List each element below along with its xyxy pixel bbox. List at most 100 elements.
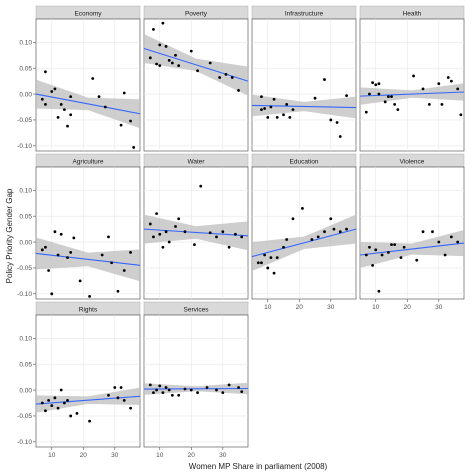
data-point [107, 393, 110, 397]
data-point [316, 235, 320, 239]
data-point [269, 256, 273, 259]
data-point [368, 92, 371, 96]
data-point [393, 103, 397, 106]
data-point [335, 121, 339, 124]
x-tick-label: 20 [404, 304, 412, 311]
data-point [69, 414, 73, 418]
data-point [193, 243, 196, 247]
data-point [437, 82, 441, 86]
y-tick-label: 0.05 [19, 361, 32, 368]
data-point [240, 390, 244, 394]
data-point [377, 289, 381, 293]
facet-strip-label: Violence [400, 158, 425, 165]
data-point [53, 87, 57, 91]
data-point [431, 230, 434, 234]
data-point [282, 113, 285, 117]
data-point [374, 248, 378, 252]
data-point [275, 115, 279, 119]
y-tick-label: 0.00 [19, 387, 32, 394]
data-point [237, 386, 240, 389]
data-point [69, 251, 73, 254]
data-point [164, 230, 168, 234]
data-point [119, 386, 123, 389]
data-point [47, 399, 51, 402]
data-point [75, 411, 79, 415]
data-point [44, 70, 47, 74]
data-point [177, 393, 181, 397]
data-point [53, 230, 57, 234]
data-point [332, 227, 336, 231]
data-point [40, 248, 44, 252]
data-point [364, 110, 368, 114]
data-point [148, 56, 152, 60]
y-tick-label: 0.10 [19, 336, 32, 343]
data-point [113, 386, 117, 389]
x-tick-label: 20 [80, 452, 88, 459]
data-point [122, 91, 126, 95]
data-point [266, 266, 270, 270]
data-point [368, 245, 371, 249]
data-point [40, 97, 44, 101]
data-point [164, 45, 168, 48]
data-point [158, 384, 162, 388]
data-point [155, 388, 159, 392]
data-point [377, 82, 381, 86]
data-point [323, 230, 326, 234]
y-tick-label: 0.05 [19, 65, 32, 72]
x-tick-label: 10 [48, 452, 56, 459]
data-point [183, 387, 187, 391]
data-point [291, 108, 295, 111]
panel-plot-area [251, 18, 357, 152]
x-tick-label: 10 [372, 304, 380, 311]
data-point [152, 391, 155, 395]
y-axis-title: Policy Priority Gender Gap [5, 188, 14, 283]
facet-strip-label: Services [184, 306, 210, 313]
data-point [421, 230, 425, 234]
data-point [107, 235, 110, 239]
data-point [158, 64, 162, 67]
facet-strip-label: Poverty [185, 10, 208, 17]
panel-plot-area [359, 18, 465, 152]
data-point [208, 61, 212, 65]
data-point [47, 269, 51, 272]
data-point [152, 27, 155, 31]
data-point [260, 95, 263, 99]
data-point [88, 295, 91, 298]
data-point [383, 100, 387, 104]
data-point [215, 235, 218, 239]
data-point [364, 253, 368, 257]
data-point [266, 115, 270, 119]
fit-line [143, 387, 249, 390]
facet-panel-violence: Violence 10 20 30 [359, 153, 465, 311]
data-point [88, 419, 91, 423]
data-point [260, 108, 263, 111]
y-tick-label: 0.05 [19, 213, 32, 220]
data-point [40, 401, 44, 405]
data-point [323, 78, 326, 81]
data-point [129, 119, 132, 123]
panel-plot-area [35, 18, 141, 152]
data-point [78, 279, 82, 283]
data-point [56, 115, 60, 119]
data-point [158, 43, 162, 47]
data-point [269, 105, 273, 109]
data-point [196, 391, 199, 395]
data-point [237, 89, 240, 92]
data-point [399, 256, 403, 259]
data-point [412, 74, 415, 78]
data-point [177, 217, 181, 221]
x-tick-label: 30 [327, 304, 335, 311]
data-point [167, 59, 171, 62]
data-point [208, 231, 212, 235]
data-point [167, 240, 171, 244]
data-point [449, 79, 453, 83]
facet-strip-label: Economy [74, 10, 102, 17]
facet-panel-rights: Rights -0.10 -0.05 0.00 0.05 0.10 10 20 30 [17, 301, 141, 459]
data-point [272, 97, 276, 101]
data-point [122, 399, 126, 402]
data-point [240, 235, 244, 239]
facet-panels: Economy -0.10 -0.05 0.00 0.05 0.10 Poverty Infr… [17, 5, 465, 459]
facet-panel-water: Water [143, 153, 249, 300]
y-tick-label: 0.10 [19, 40, 32, 47]
data-point [103, 105, 107, 109]
